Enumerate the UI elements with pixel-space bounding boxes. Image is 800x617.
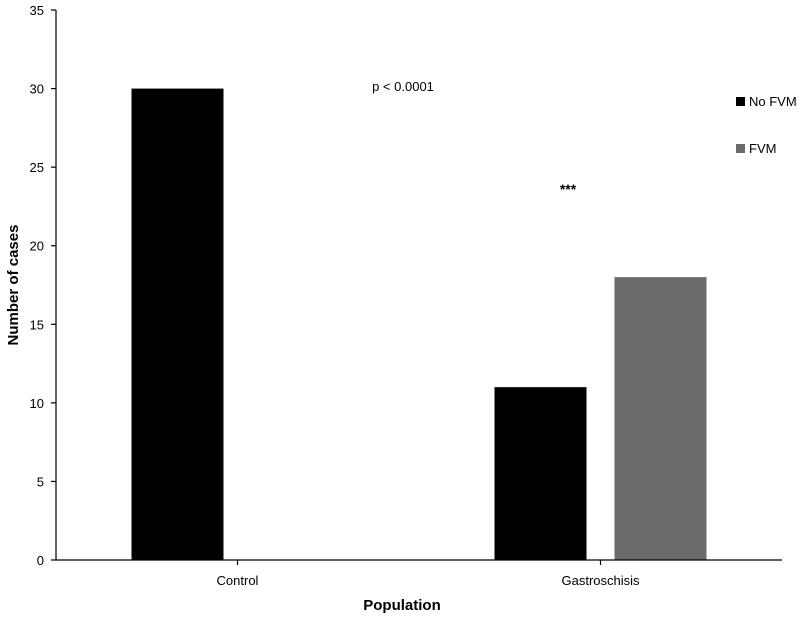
x-axis-title: Population bbox=[363, 597, 441, 614]
y-tick-label: 25 bbox=[30, 160, 44, 175]
y-tick-label: 10 bbox=[30, 396, 44, 411]
x-tick-label: Control bbox=[217, 573, 259, 588]
legend-swatch bbox=[736, 97, 745, 106]
y-ticks-group: 0 5 10 15 20 25 30 35 bbox=[30, 3, 56, 568]
y-tick-label: 30 bbox=[30, 82, 44, 97]
legend-swatch bbox=[736, 144, 745, 153]
y-tick-label: 0 bbox=[37, 553, 44, 568]
p-value-annotation: p < 0.0001 bbox=[372, 79, 434, 94]
legend: No FVM FVM bbox=[736, 94, 797, 156]
y-tick-label: 35 bbox=[30, 3, 44, 18]
x-tick-label: Gastroschisis bbox=[561, 573, 640, 588]
bar-no-fvm-gastroschisis bbox=[494, 387, 587, 560]
legend-label: No FVM bbox=[749, 94, 797, 109]
significance-annotation: *** bbox=[560, 181, 577, 197]
bar-no-fvm-control bbox=[131, 88, 224, 561]
y-tick-label: 20 bbox=[30, 239, 44, 254]
bar-fvm-gastroschisis bbox=[614, 277, 707, 560]
legend-label: FVM bbox=[749, 141, 776, 156]
y-axis-title: Number of cases bbox=[5, 225, 22, 346]
axes-group bbox=[55, 10, 782, 561]
x-ticks-group: Control Gastroschisis bbox=[217, 560, 640, 588]
y-tick-label: 15 bbox=[30, 317, 44, 332]
y-tick-label: 5 bbox=[37, 474, 44, 489]
bars-group bbox=[131, 88, 707, 561]
